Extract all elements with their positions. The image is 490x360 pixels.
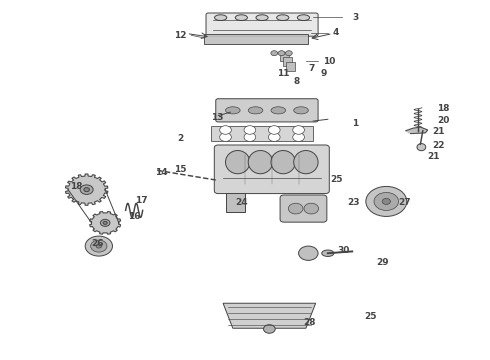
Circle shape — [85, 236, 113, 256]
Ellipse shape — [256, 15, 268, 21]
Text: 25: 25 — [365, 312, 377, 321]
Text: 12: 12 — [174, 31, 187, 40]
Ellipse shape — [248, 107, 263, 114]
Ellipse shape — [277, 15, 289, 21]
Text: 30: 30 — [338, 246, 350, 255]
Circle shape — [220, 133, 231, 141]
Ellipse shape — [417, 144, 426, 151]
Text: 8: 8 — [294, 77, 300, 86]
Text: 1: 1 — [352, 120, 359, 129]
Circle shape — [100, 219, 110, 226]
Bar — [280, 53, 289, 61]
Circle shape — [244, 126, 256, 134]
Text: 13: 13 — [211, 113, 223, 122]
Circle shape — [264, 325, 275, 333]
Bar — [287, 62, 295, 71]
FancyBboxPatch shape — [206, 13, 318, 36]
Text: 10: 10 — [323, 57, 335, 66]
Circle shape — [288, 203, 303, 214]
Circle shape — [304, 203, 318, 214]
Circle shape — [244, 133, 256, 141]
Circle shape — [269, 126, 280, 134]
FancyBboxPatch shape — [214, 145, 329, 194]
Text: 23: 23 — [347, 198, 360, 207]
Ellipse shape — [235, 15, 247, 21]
Text: 2: 2 — [177, 134, 183, 143]
Text: 28: 28 — [303, 318, 316, 327]
Circle shape — [269, 133, 280, 141]
Ellipse shape — [294, 150, 318, 174]
Circle shape — [220, 126, 231, 134]
Text: 21: 21 — [433, 127, 445, 136]
Ellipse shape — [271, 107, 286, 114]
Ellipse shape — [215, 15, 227, 21]
Circle shape — [382, 198, 391, 204]
Ellipse shape — [298, 246, 318, 260]
Circle shape — [366, 186, 407, 216]
Text: 14: 14 — [155, 168, 168, 177]
FancyBboxPatch shape — [280, 195, 327, 222]
FancyBboxPatch shape — [216, 99, 318, 122]
Text: 17: 17 — [135, 196, 148, 205]
Circle shape — [286, 51, 292, 56]
Circle shape — [91, 240, 107, 252]
Circle shape — [293, 133, 304, 141]
Circle shape — [80, 185, 93, 194]
Text: 18: 18 — [70, 182, 82, 191]
Text: 4: 4 — [333, 28, 339, 37]
Circle shape — [278, 51, 285, 56]
Polygon shape — [406, 127, 428, 134]
Text: 25: 25 — [330, 175, 343, 184]
Circle shape — [271, 51, 278, 56]
Ellipse shape — [294, 107, 308, 114]
Text: 16: 16 — [128, 212, 141, 221]
Ellipse shape — [297, 15, 310, 21]
Circle shape — [84, 188, 90, 192]
Text: 21: 21 — [428, 152, 440, 161]
Ellipse shape — [271, 150, 295, 174]
Bar — [211, 126, 313, 141]
Ellipse shape — [225, 150, 250, 174]
Text: 20: 20 — [438, 116, 450, 125]
Text: 26: 26 — [92, 239, 104, 248]
Circle shape — [96, 244, 101, 248]
Text: 15: 15 — [174, 165, 187, 174]
Circle shape — [293, 126, 304, 134]
Text: 11: 11 — [277, 69, 289, 78]
Text: 24: 24 — [235, 198, 248, 207]
Text: 22: 22 — [433, 141, 445, 150]
Text: 18: 18 — [438, 104, 450, 113]
Bar — [225, 193, 245, 212]
Bar — [283, 57, 292, 66]
Text: 29: 29 — [376, 258, 389, 267]
Text: 7: 7 — [308, 64, 315, 73]
Bar — [203, 33, 308, 44]
Polygon shape — [223, 303, 316, 328]
Polygon shape — [90, 212, 121, 234]
Text: 3: 3 — [352, 13, 359, 22]
Text: 9: 9 — [320, 69, 327, 78]
Ellipse shape — [225, 107, 240, 114]
Ellipse shape — [248, 150, 272, 174]
Circle shape — [374, 193, 398, 211]
Text: 27: 27 — [398, 198, 411, 207]
Ellipse shape — [322, 250, 334, 256]
Polygon shape — [66, 174, 108, 205]
Circle shape — [103, 221, 107, 224]
